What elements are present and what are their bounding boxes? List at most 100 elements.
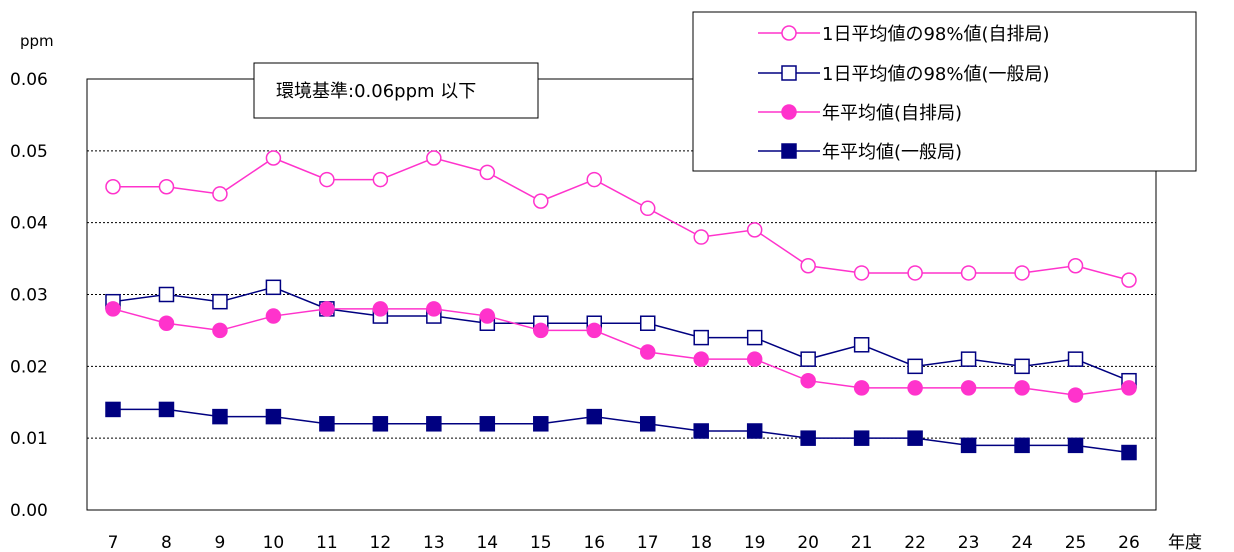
data-point [212,408,228,425]
data-point [1014,265,1030,281]
data-point [479,164,496,181]
data-point [853,430,870,446]
data-point [319,301,335,317]
x-tick-label: 9 [215,533,226,552]
x-tick-label: 13 [423,533,445,552]
x-tick-label: 7 [108,533,119,552]
y-axis-ticks: 0.00 0.01 0.02 0.03 0.04 0.05 0.06 [10,70,48,521]
data-point [800,430,816,446]
x-tick-label: 19 [744,533,766,552]
legend-frame [692,11,1197,172]
data-point [1067,351,1084,367]
data-point [1121,380,1137,396]
legend-marker [781,104,797,120]
data-point [1067,258,1084,274]
series-3 [105,301,1137,403]
data-point [853,337,870,353]
data-point [426,150,442,166]
annotation-frame [253,62,539,119]
data-point [158,286,175,303]
series-line [112,308,1130,396]
x-tick-label: 23 [958,533,980,552]
series-layer [105,150,1137,461]
data-point [639,416,656,432]
data-point [1067,387,1084,403]
data-point [800,351,816,367]
data-point [426,416,442,432]
data-point [746,222,763,238]
series-line [113,408,1130,454]
legend-label: 1日平均値の98%値(一般局) [822,64,1050,85]
data-point [586,171,603,188]
legend-label: 年平均値(一般局) [822,142,962,163]
legend-entry-1: 1日平均値の98%値(自排局) [758,24,1050,45]
x-tick-label: 15 [530,533,552,552]
data-point [212,186,228,202]
y-tick-label: 0.01 [10,429,48,449]
data-point [319,171,335,188]
data-point [800,372,816,389]
data-point [907,430,923,446]
x-tick-label: 10 [263,533,285,552]
data-point [533,322,549,339]
series-line [112,286,1130,382]
x-tick-label: 11 [316,533,338,552]
x-tick-label: 14 [476,533,498,552]
data-point [533,193,549,209]
data-point [960,265,977,281]
data-point [960,351,977,367]
annotation-box: 環境基準:0.06ppm 以下 [253,62,539,119]
data-point [479,308,496,324]
data-point [693,423,709,439]
y-tick-label: 0.05 [10,142,48,162]
x-tick-label: 18 [690,533,712,552]
x-tick-label: 24 [1011,533,1033,552]
plot-area-frame [86,78,1157,511]
data-point [639,200,656,217]
data-point [746,329,763,346]
data-point [212,322,228,339]
data-point [960,380,977,396]
data-point [907,380,923,396]
data-point [907,265,923,281]
data-point [265,150,282,166]
data-point [586,408,603,425]
data-point [693,329,709,346]
data-point [158,315,175,331]
x-tick-label: 16 [583,533,605,552]
data-point [746,423,763,439]
legend-entry-2: 1日平均値の98%値(一般局) [758,64,1050,85]
data-point [265,408,282,425]
data-point [1121,272,1137,288]
x-axis-ticks: 7 8 9 10 11 12 13 14 15 16 17 18 19 20 21 22 23 24 25 26 [108,533,1140,552]
data-point [960,437,977,454]
data-point [586,322,603,339]
legend: 1日平均値の98%値(自排局) 1日平均値の98%値(一般局) 年平均値(自排局) 年… [692,11,1197,172]
legend-label: 1日平均値の98%値(自排局) [822,24,1050,45]
x-tick-label: 21 [851,533,873,552]
y-tick-label: 0.02 [10,357,48,377]
data-point [372,171,389,188]
series-2 [105,279,1137,389]
data-point [1067,437,1084,454]
legend-label: 年平均値(自排局) [822,103,962,124]
data-point [105,179,121,195]
data-point [158,179,175,195]
data-point [1014,437,1030,454]
data-point [105,301,121,317]
y-axis-label: ppm [20,32,54,50]
y-tick-label: 0.03 [10,286,48,306]
series-line [113,157,1130,281]
data-point [426,301,442,317]
data-point [105,401,121,418]
data-point [853,380,870,396]
data-point [639,344,656,360]
x-tick-label: 22 [904,533,926,552]
data-point [533,416,549,432]
data-point [693,229,709,245]
data-point [1014,358,1030,375]
data-point [158,401,175,418]
data-point [372,301,389,317]
data-point [479,416,496,432]
